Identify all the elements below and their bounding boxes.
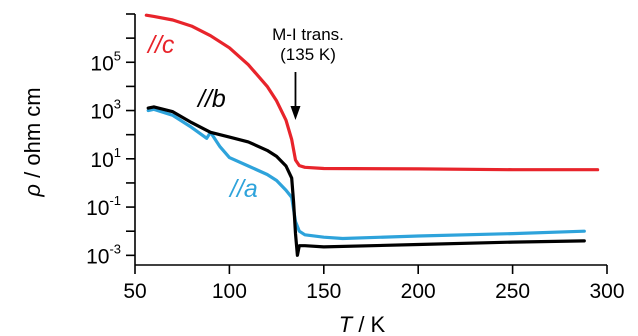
y-tick-label: 10-3 [86, 241, 121, 268]
y-tick-label: 10-1 [86, 193, 121, 220]
y-axis-title: ρ / ohm cm [20, 87, 45, 197]
y-axis-symbol: ρ [20, 184, 45, 198]
x-tick-label: 150 [306, 280, 341, 303]
y-axis-unit: / ohm cm [20, 87, 45, 184]
series-line-a [146, 107, 586, 241]
x-axis-unit: / K [352, 312, 385, 336]
y-tick-label: 103 [90, 97, 121, 124]
series-label-b: //b [196, 85, 226, 113]
x-tick-label: 100 [212, 280, 247, 303]
y-tick-label: 105 [90, 48, 121, 75]
series-layer [144, 13, 600, 257]
x-tick-label: 300 [589, 280, 624, 303]
annotation-line-1: M-I trans. [272, 25, 344, 44]
x-axis-symbol: T [339, 312, 354, 336]
axes: 50 100 150 200 250 300 105 103 101 10-1 10-3 [86, 13, 625, 303]
series-label-c: //c [146, 31, 175, 59]
series-line-c [144, 13, 600, 172]
y-ticks: 105 103 101 10-1 10-3 [86, 13, 135, 268]
x-axis-title: T / K [339, 312, 386, 336]
x-tick-label: 250 [495, 280, 530, 303]
annotation-arrow-head [290, 106, 301, 120]
series-line-b [146, 105, 586, 257]
x-ticks: 50 100 150 200 250 300 [123, 265, 625, 303]
series-label-a: //a [228, 175, 258, 203]
x-tick-label: 200 [401, 280, 436, 303]
annotation-line-2: (135 K) [280, 45, 336, 64]
y-tick-label: 101 [90, 145, 121, 172]
x-tick-label: 50 [123, 280, 146, 303]
mi-transition-annotation: M-I trans. (135 K) [272, 25, 344, 120]
